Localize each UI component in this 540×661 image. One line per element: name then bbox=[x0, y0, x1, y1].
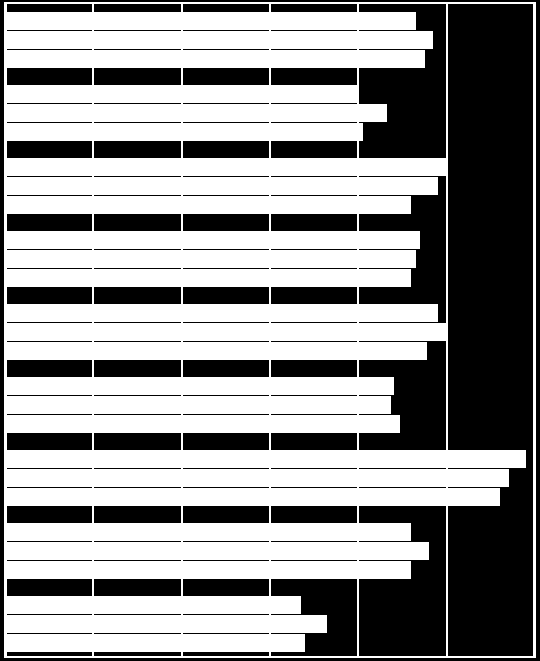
chart-frame bbox=[5, 2, 535, 658]
plot-area bbox=[5, 2, 535, 658]
grouped-bar-chart bbox=[0, 0, 540, 661]
